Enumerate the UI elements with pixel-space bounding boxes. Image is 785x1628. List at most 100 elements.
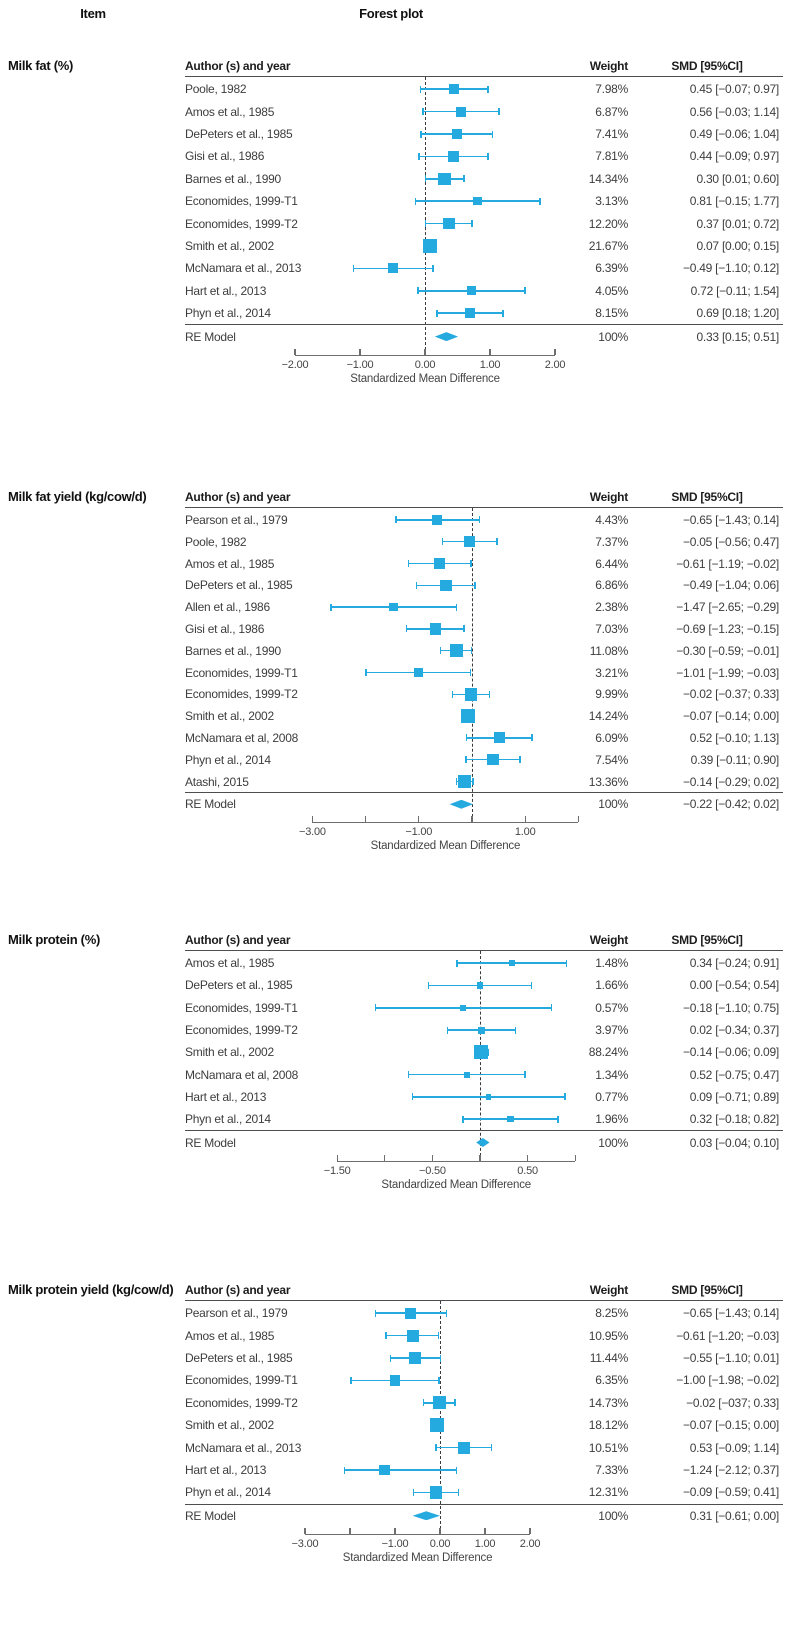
study-weight: 14.73% [588, 1395, 628, 1410]
study-author: Economides, 1999-T2 [185, 216, 298, 231]
study-smd: 0.02 [−0.34; 0.37] [689, 1023, 780, 1038]
study-author: Barnes et al., 1990 [185, 643, 281, 658]
study-smd: 0.44 [−0.09; 0.97] [689, 149, 780, 164]
axis-tick [336, 1154, 338, 1161]
axis-tick [527, 1154, 529, 1161]
author-column-header: Author (s) and year [185, 1283, 291, 1297]
study-weight: 11.08% [589, 643, 629, 658]
study-weight: 1.34% [595, 1067, 628, 1082]
ci-cap-right [455, 603, 458, 611]
header-underline [185, 1300, 783, 1302]
ci-cap-right [530, 981, 533, 989]
ci-cap-right [557, 1115, 559, 1123]
effect-square [473, 196, 482, 206]
study-weight: 9.99% [595, 687, 628, 702]
study-weight: 14.34% [588, 171, 628, 186]
effect-square [429, 1418, 444, 1433]
ci-cap-right [496, 538, 498, 546]
effect-square [451, 128, 462, 140]
study-smd: −1.47 [−2.65; −0.29] [676, 600, 779, 615]
study-smd: −0.55 [−1.10; 0.01] [682, 1351, 779, 1365]
ci-cap-left [412, 1488, 415, 1496]
study-smd: −0.02 [−0.37; 0.33] [682, 687, 779, 702]
re-model-weight: 100% [598, 1508, 628, 1523]
re-model-label: RE Model [185, 1508, 236, 1523]
axis-tick-label: 2.00 [519, 1538, 541, 1550]
study-weight: 4.05% [595, 283, 628, 298]
study-author: Amos et al., 1985 [185, 104, 275, 119]
study-author: Barnes et al., 1990 [185, 171, 281, 186]
axis-caption: Standardized Mean Difference [350, 372, 500, 385]
ci-cap-left [455, 778, 458, 785]
ci-cap-right [531, 734, 533, 742]
ci-cap-left [352, 264, 355, 272]
axis-tick [294, 348, 296, 355]
study-author: Phyn et al., 2014 [185, 752, 271, 767]
effect-square [434, 557, 446, 570]
ci-cap-left [424, 175, 427, 183]
study-author: Phyn et al., 2014 [185, 306, 271, 321]
study-smd: −0.65 [−1.43; 0.14] [682, 1306, 779, 1321]
study-author: DePeters et al., 1985 [185, 578, 293, 593]
axis-tick [359, 348, 361, 355]
study-smd: −0.14 [−0.06; 0.09] [682, 1045, 779, 1060]
ci-cap-right [478, 516, 481, 524]
ci-cap-right [550, 1004, 553, 1012]
ci-cap-right [524, 287, 526, 295]
axis-caption: Standardized Mean Difference [381, 1178, 531, 1191]
effect-square [388, 263, 399, 274]
effect-square [429, 1486, 443, 1499]
axis-tick-label: −3.00 [298, 826, 326, 839]
ci-cap-left [407, 560, 410, 567]
study-smd: −0.07 [−0.15; 0.00] [682, 1418, 779, 1433]
ci-cap-left [419, 85, 422, 93]
study-author: Economides, 1999-T1 [185, 1000, 298, 1015]
study-weight: 21.67% [588, 239, 628, 253]
study-weight: 8.25% [595, 1306, 628, 1321]
study-author: Allen et al., 1986 [185, 600, 270, 615]
ci-cap-right [463, 625, 465, 633]
ci-cap-right [524, 1071, 526, 1079]
axis-tick [471, 816, 473, 823]
study-smd: 0.39 [−0.11; 0.90] [690, 752, 780, 767]
study-weight: 8.15% [595, 306, 628, 321]
study-weight: 12.31% [588, 1485, 628, 1500]
axis-tick [489, 348, 491, 355]
weight-column-header: Weight [589, 1283, 629, 1297]
effect-square [432, 514, 443, 525]
author-column-header: Author (s) and year [185, 59, 291, 73]
ci-cap-right [502, 309, 504, 317]
effect-square [378, 1464, 390, 1476]
ci-cap-right [439, 1354, 442, 1362]
ci-cap-right [474, 581, 476, 589]
re-diamond [434, 332, 459, 342]
effect-square [389, 602, 399, 612]
ci-cap-right [437, 1332, 440, 1340]
ci-cap-right [432, 264, 434, 272]
study-weight: 0.57% [595, 1000, 628, 1015]
axis-line [295, 354, 555, 356]
re-model-label: RE Model [185, 797, 236, 812]
study-smd: −0.61 [−1.19; −0.02] [676, 556, 779, 571]
re-model-smd: 0.33 [0.15; 0.51] [696, 329, 780, 344]
ci-cap-left [411, 1093, 414, 1101]
re-model-label: RE Model [185, 329, 236, 344]
effect-square [457, 1441, 470, 1454]
ci-cap-right [471, 220, 473, 228]
effect-square [473, 1045, 488, 1060]
effect-square [467, 286, 477, 296]
axis-tick-label: 1.00 [479, 358, 501, 371]
effect-square [461, 709, 476, 724]
forest-plot-header: Forest plot [359, 6, 423, 21]
axis-tick [384, 1154, 386, 1161]
axis-line [312, 822, 579, 824]
study-smd: 0.52 [−0.75; 0.47] [689, 1067, 780, 1082]
study-smd: 0.37 [0.01; 0.72] [696, 216, 780, 231]
re-model-weight: 100% [598, 1135, 628, 1150]
smd-column-header: SMD [95%CI] [671, 59, 743, 73]
ci-cap-right [488, 690, 491, 698]
item-column-header: Item [80, 6, 106, 21]
study-smd: 0.34 [−0.24; 0.91] [689, 956, 780, 971]
study-author: Poole, 1982 [185, 82, 247, 97]
study-author: Smith et al., 2002 [185, 1045, 274, 1060]
